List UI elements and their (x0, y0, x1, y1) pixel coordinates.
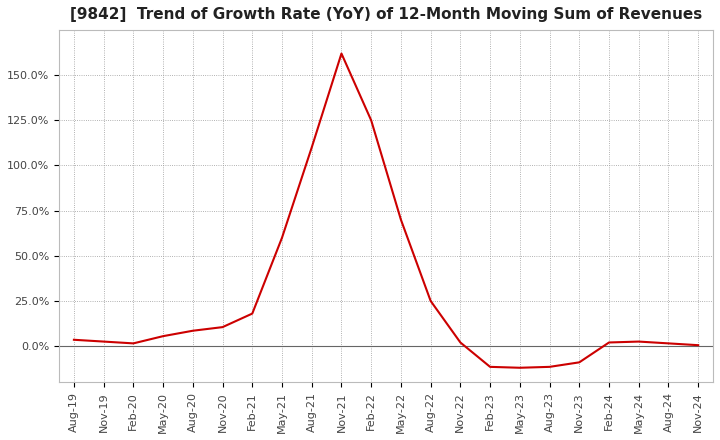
Title: [9842]  Trend of Growth Rate (YoY) of 12-Month Moving Sum of Revenues: [9842] Trend of Growth Rate (YoY) of 12-… (70, 7, 702, 22)
